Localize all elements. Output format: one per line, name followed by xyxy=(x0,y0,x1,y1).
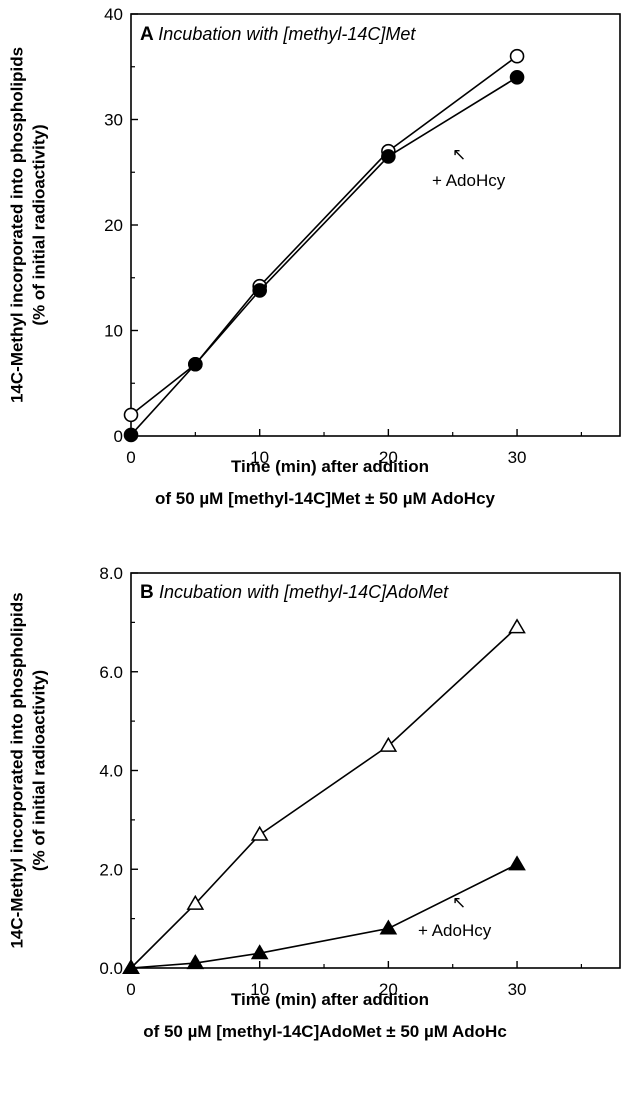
data-point xyxy=(379,919,398,935)
x-axis-label: Time (min) after addition xyxy=(231,990,429,1009)
panel-letter: B xyxy=(140,582,159,603)
annotation-label: + AdoHcy xyxy=(418,921,492,940)
data-point xyxy=(123,407,139,423)
series-filled-triangle xyxy=(122,855,526,974)
data-point xyxy=(379,736,398,752)
series-line xyxy=(130,626,518,969)
series-line xyxy=(130,863,518,969)
data-point xyxy=(186,954,205,970)
panel-letter: A xyxy=(140,24,158,45)
data-point xyxy=(188,356,203,372)
panel-a: 0 10 20 30 40 0 10 20 30 A Incubation with [methy… xyxy=(7,5,621,508)
x-tick-label: 10 xyxy=(250,448,269,467)
data-point xyxy=(509,48,525,64)
panel-title-text: Incubation with [methyl-14C]Met xyxy=(158,24,416,44)
x-tick-label: 20 xyxy=(379,448,398,467)
panel-title-text: Incubation with [methyl-14C]AdoMet xyxy=(159,582,449,602)
y-tick-label: 30 xyxy=(104,111,123,130)
data-point xyxy=(123,427,139,443)
y-axis-label: 14C-Methyl incorporated into phospholipi… xyxy=(7,47,26,403)
data-point xyxy=(186,894,205,910)
x-tick-label: 0 xyxy=(126,980,135,999)
y-tick-label: 20 xyxy=(104,216,123,235)
annotation-arrow-icon: ↖ xyxy=(452,145,466,164)
y-tick-label: 0.0 xyxy=(99,959,123,978)
panel-title: B Incubation with [methyl-14C]AdoMet xyxy=(140,582,449,603)
series-line xyxy=(130,76,518,436)
data-point xyxy=(250,825,269,841)
x-axis-label-sub: of 50 µM [methyl-14C]Met ± 50 µM AdoHcy xyxy=(155,489,496,508)
plot-frame xyxy=(130,572,621,969)
data-point xyxy=(250,944,269,960)
y-axis-label: 14C-Methyl incorporated into phospholipi… xyxy=(7,592,26,948)
y-tick-label: 2.0 xyxy=(99,860,123,879)
y-tick-label: 10 xyxy=(104,322,123,341)
data-point xyxy=(252,283,267,298)
x-axis-label-sub: of 50 µM [methyl-14C]AdoMet ± 50 µM AdoH… xyxy=(143,1022,507,1041)
y-tick-label: 4.0 xyxy=(99,762,123,781)
x-tick-label: 10 xyxy=(250,980,269,999)
y-tick-label: 40 xyxy=(104,5,123,24)
series-filled-circle xyxy=(123,70,525,443)
annotation-label: + AdoHcy xyxy=(432,171,506,190)
plot-frame xyxy=(130,13,621,437)
y-tick-label: 8.0 xyxy=(99,564,123,583)
data-point xyxy=(508,618,526,634)
x-tick-label: 30 xyxy=(508,980,527,999)
data-point xyxy=(508,855,526,871)
y-axis-label-sub: (% of initial radioactivity) xyxy=(29,124,48,325)
data-point xyxy=(509,70,525,85)
data-point xyxy=(381,149,396,164)
x-tick-label: 0 xyxy=(126,448,135,467)
panel-b: 0.0 2.0 4.0 6.0 8.0 0 10 20 30 B Incubation with … xyxy=(7,564,621,1041)
x-axis-label: Time (min) after addition xyxy=(231,457,429,476)
y-axis-label-sub: (% of initial radioactivity) xyxy=(29,670,48,871)
y-tick-label: 0 xyxy=(114,427,123,446)
series-open-circle xyxy=(123,48,525,423)
x-tick-label: 20 xyxy=(379,980,398,999)
data-point xyxy=(122,959,140,974)
annotation-arrow-icon: ↖ xyxy=(452,893,466,912)
x-tick-label: 30 xyxy=(508,448,527,467)
y-tick-label: 6.0 xyxy=(99,663,123,682)
panel-title: A Incubation with [methyl-14C]Met xyxy=(140,24,416,45)
